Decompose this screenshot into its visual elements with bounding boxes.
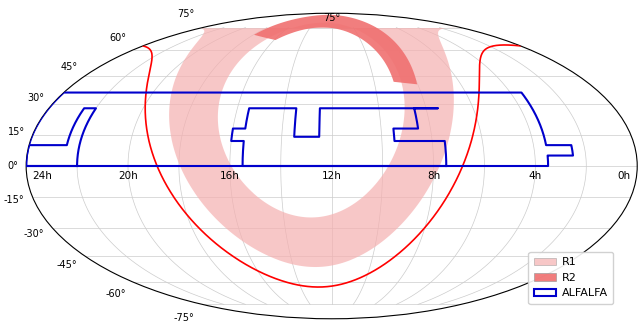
Legend: R1, R2, ALFALFA: R1, R2, ALFALFA: [529, 252, 613, 304]
Text: 12h: 12h: [322, 171, 342, 181]
Text: 4h: 4h: [529, 171, 542, 181]
Text: 16h: 16h: [220, 171, 240, 181]
Text: 24h: 24h: [33, 171, 52, 181]
Polygon shape: [254, 15, 417, 84]
Polygon shape: [169, 23, 460, 267]
Text: 8h: 8h: [427, 171, 440, 181]
Text: 20h: 20h: [118, 171, 138, 181]
Text: 0h: 0h: [618, 171, 631, 181]
Text: 75°: 75°: [323, 13, 340, 23]
